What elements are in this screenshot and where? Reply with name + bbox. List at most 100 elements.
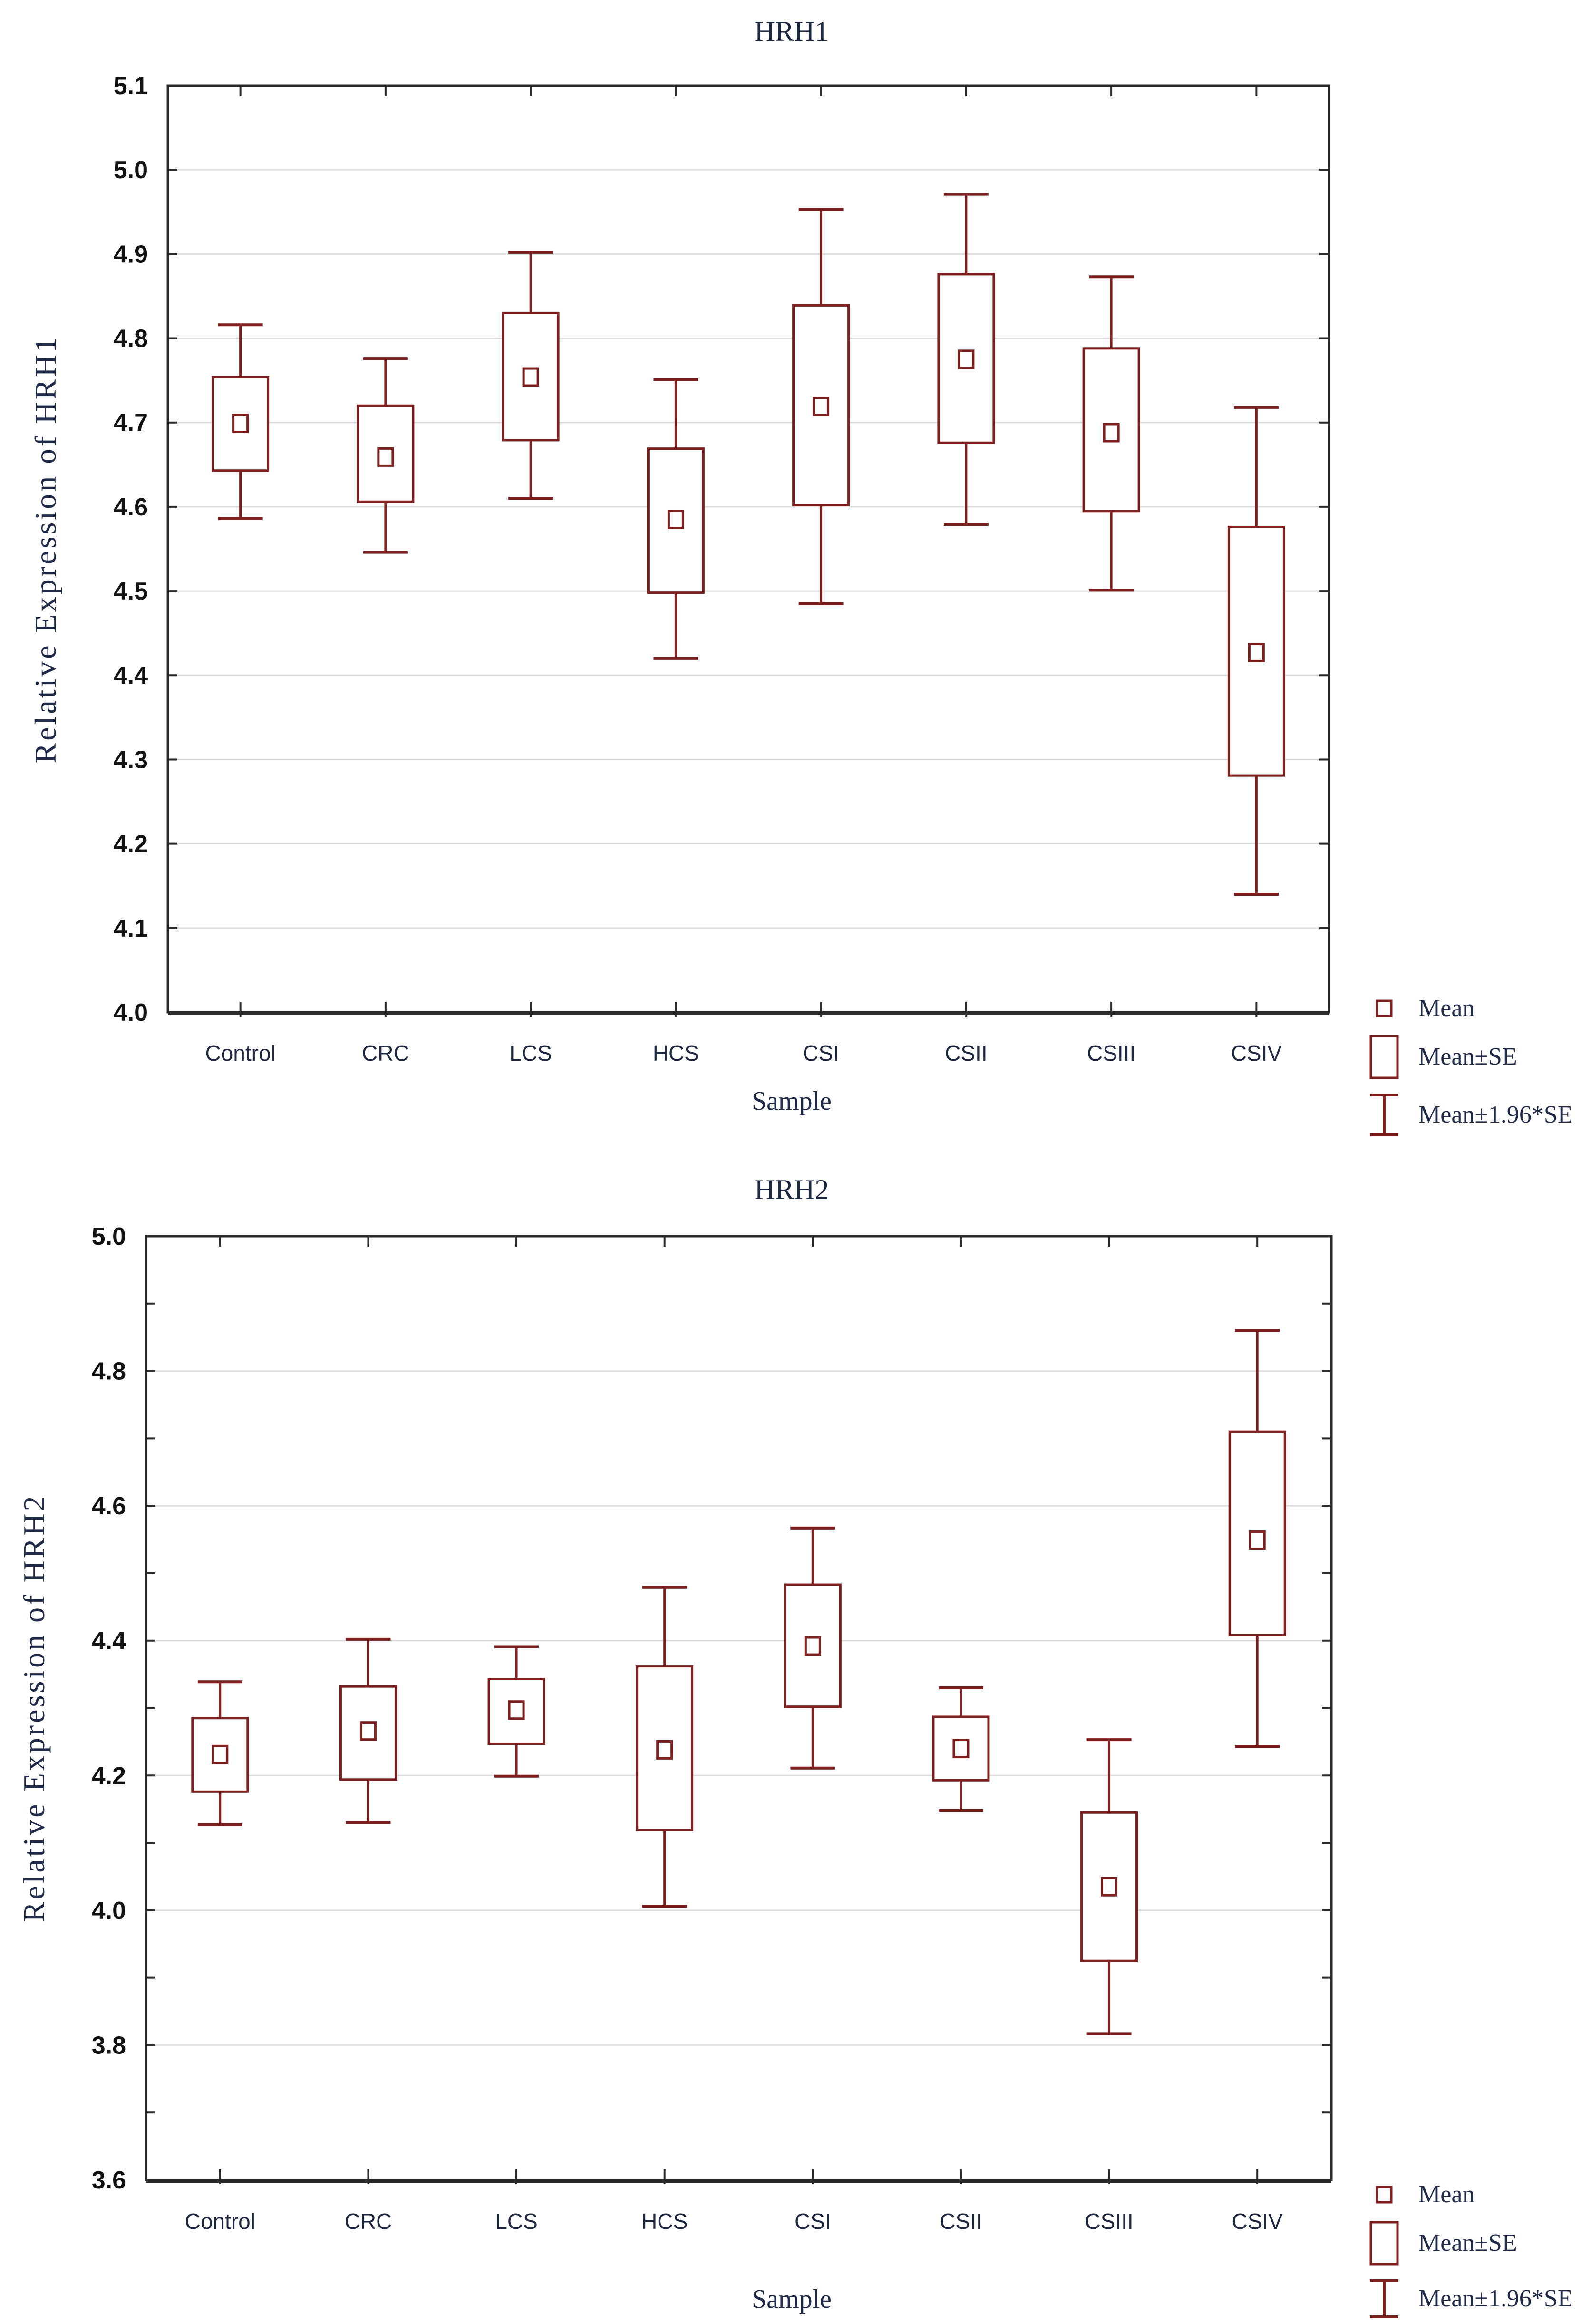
category-label-CSII: CSII [940, 2209, 982, 2234]
legend-label-mean-se: Mean±SE [1418, 1043, 1517, 1070]
category-label-Control: Control [185, 2209, 255, 2234]
mean-marker [958, 349, 975, 369]
y-axis-title-hrh2: Relative Expression of HRH2 [17, 1493, 51, 1922]
ci-whisker-icon [1370, 1094, 1398, 1136]
category-label-LCS: LCS [509, 1041, 552, 1065]
sample-CSII [932, 1686, 990, 1812]
sample-CRC [357, 357, 415, 554]
x-axis-title-hrh1: Sample [752, 1086, 832, 1116]
sample-CSI [792, 208, 850, 605]
legend-item-mean-ci: Mean±1.96*SE [1362, 2277, 1573, 2320]
legend-item-mean-se: Mean±SE [1362, 1034, 1517, 1080]
category-label-LCS: LCS [495, 2209, 537, 2234]
sample-CSIII [1080, 1738, 1138, 2035]
y-tick-label-4.3: 4.3 [114, 746, 148, 774]
y-tick-label-4.0: 4.0 [114, 999, 148, 1026]
chart-title-hrh2: HRH2 [754, 1174, 829, 1205]
legend-item-mean-se: Mean±SE [1362, 2220, 1517, 2266]
y-tick-label-5.1: 5.1 [114, 72, 148, 100]
sample-CSIV [1227, 406, 1285, 896]
se-box-icon [1369, 2221, 1399, 2266]
y-tick-label-4.9: 4.9 [114, 241, 148, 268]
mean-marker [656, 1740, 673, 1760]
hrh2-chart-block: 5.0 4.8 4.6 4.4 4.2 4.0 3.8 3.6 Control CRC LCS HCS… [0, 1160, 1581, 2324]
hrh2-plot-svg: 5.0 4.8 4.6 4.4 4.2 4.0 3.8 3.6 Control CRC LCS HCS… [92, 1223, 1333, 2234]
legend-hrh2: Mean Mean±SE Mean±1.96*SE [1362, 2182, 1581, 2324]
legend-label-mean-ci: Mean±1.96*SE [1418, 1101, 1573, 1128]
y-tick-label-4.8: 4.8 [92, 1358, 126, 1385]
legend-label-mean-ci: Mean±1.96*SE [1418, 2285, 1573, 2312]
mean-marker [359, 1721, 377, 1741]
legend-item-mean: Mean [1362, 996, 1474, 1021]
legend-label-mean: Mean [1418, 995, 1475, 1022]
ci-whisker-icon [1370, 2279, 1398, 2318]
y-tick-label-4.4: 4.4 [114, 662, 148, 689]
hrh1-chart-block: 5.1 5.0 4.9 4.8 4.7 4.6 4.5 4.4 4.3 4.2 4.1 4.0 Cont… [0, 0, 1581, 1160]
se-box [1227, 525, 1285, 777]
category-label-CSI: CSI [803, 1041, 839, 1065]
y-tick-label-4.6: 4.6 [92, 1492, 126, 1520]
y-tick-label-4.2: 4.2 [114, 831, 148, 858]
category-label-Control: Control [205, 1041, 275, 1065]
category-label-CSII: CSII [945, 1041, 987, 1065]
hrh1-plot-svg: 5.1 5.0 4.9 4.8 4.7 4.6 4.5 4.4 4.3 4.2 4.1 4.0 Cont… [114, 72, 1330, 1065]
mean-marker [813, 397, 830, 416]
category-label-CRC: CRC [345, 2209, 392, 2234]
y-tick-label-3.8: 3.8 [92, 2032, 126, 2059]
y-tick-label-4.2: 4.2 [92, 1762, 126, 1790]
y-tick-label-4.4: 4.4 [92, 1627, 126, 1655]
sample-Control [212, 323, 270, 520]
sample-CSI [784, 1526, 842, 1770]
sample-Control [191, 1680, 249, 1826]
mean-marker [804, 1636, 821, 1656]
legend-item-mean: Mean [1362, 2182, 1474, 2207]
y-tick-label-4.6: 4.6 [114, 494, 148, 521]
sample-CSIII [1082, 275, 1140, 592]
mean-marker [377, 447, 394, 467]
y-axis-title-hrh1: Relative Expression of HRH1 [29, 335, 62, 764]
y-tick-label-5.0: 5.0 [92, 1223, 126, 1250]
sample-HCS [636, 1586, 694, 1908]
y-tick-label-5.0: 5.0 [114, 156, 148, 184]
category-label-CRC: CRC [362, 1041, 409, 1065]
mean-marker [1248, 642, 1265, 662]
sample-CSIV [1228, 1329, 1286, 1748]
mean-marker [522, 367, 539, 387]
sample-LCS [502, 251, 560, 500]
y-tick-label-4.5: 4.5 [114, 578, 148, 605]
mean-marker [1249, 1530, 1266, 1550]
y-tick-label-3.6: 3.6 [92, 2167, 126, 2194]
sample-CRC [339, 1637, 397, 1824]
category-label-CSIII: CSIII [1085, 2209, 1133, 2234]
mean-marker [667, 509, 684, 529]
legend-label-mean-se: Mean±SE [1418, 2229, 1517, 2256]
mean-marker [232, 413, 249, 433]
legend-item-mean-ci: Mean±1.96*SE [1362, 1091, 1573, 1139]
y-tick-label-4.0: 4.0 [92, 1897, 126, 1925]
category-label-CSIV: CSIV [1232, 2209, 1283, 2234]
sample-HCS [647, 378, 705, 660]
sample-LCS [487, 1645, 545, 1778]
y-tick-label-4.8: 4.8 [114, 325, 148, 353]
category-label-CSI: CSI [795, 2209, 831, 2234]
plot-frame [166, 84, 1330, 1014]
legend-label-mean: Mean [1418, 2181, 1475, 2208]
mean-square-icon [1376, 999, 1393, 1017]
category-label-CSIII: CSIII [1087, 1041, 1135, 1065]
x-axis-title-hrh2: Sample [752, 2285, 832, 2314]
mean-square-icon [1376, 2186, 1393, 2204]
y-tick-label-4.1: 4.1 [114, 915, 148, 942]
plot-frame [145, 1235, 1333, 2181]
category-label-HCS: HCS [653, 1041, 699, 1065]
mean-marker [212, 1744, 229, 1764]
category-label-HCS: HCS [641, 2209, 688, 2234]
sample-CSII [937, 193, 995, 526]
mean-marker [508, 1700, 525, 1720]
mean-marker [952, 1739, 970, 1759]
legend-hrh1: Mean Mean±SE Mean±1.96*SE [1362, 996, 1581, 1160]
mean-marker [1103, 423, 1120, 443]
chart-title-hrh1: HRH1 [754, 16, 829, 47]
category-label-CSIV: CSIV [1231, 1041, 1282, 1065]
se-box-icon [1369, 1035, 1399, 1079]
